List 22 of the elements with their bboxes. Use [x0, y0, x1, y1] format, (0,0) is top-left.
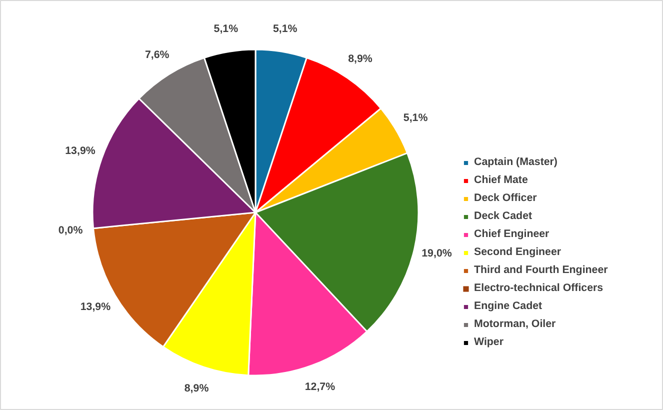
data-label: 13,9%: [80, 300, 112, 313]
data-label: 8,9%: [348, 53, 373, 66]
legend-label: Engine Cadet: [474, 300, 542, 312]
legend-label: Third and Fourth Engineer: [474, 264, 608, 276]
legend-label: Chief Engineer: [474, 228, 550, 240]
data-label: 5,1%: [272, 23, 298, 36]
data-label: 5,1%: [403, 112, 428, 124]
data-label: 8,9%: [184, 382, 210, 395]
legend-label: Captain (Master): [474, 156, 558, 168]
legend-label: Deck Cadet: [474, 210, 532, 222]
data-label: 13,9%: [65, 144, 96, 157]
legend-label: Chief Mate: [474, 174, 528, 186]
legend-label: Wiper: [474, 336, 504, 348]
data-label: 19,0%: [422, 248, 452, 260]
text: 0,0%: [58, 224, 83, 237]
legend-label: Motorman, Oiler: [474, 318, 556, 330]
data-label: 12,7%: [304, 380, 336, 393]
legend-label: Second Engineer: [474, 246, 562, 258]
legend-label: Deck Officer: [474, 192, 537, 204]
data-label: 7,6%: [144, 48, 170, 61]
legend-label: Electro-technical Officers: [474, 282, 604, 294]
data-label: 5,1%: [214, 23, 239, 36]
